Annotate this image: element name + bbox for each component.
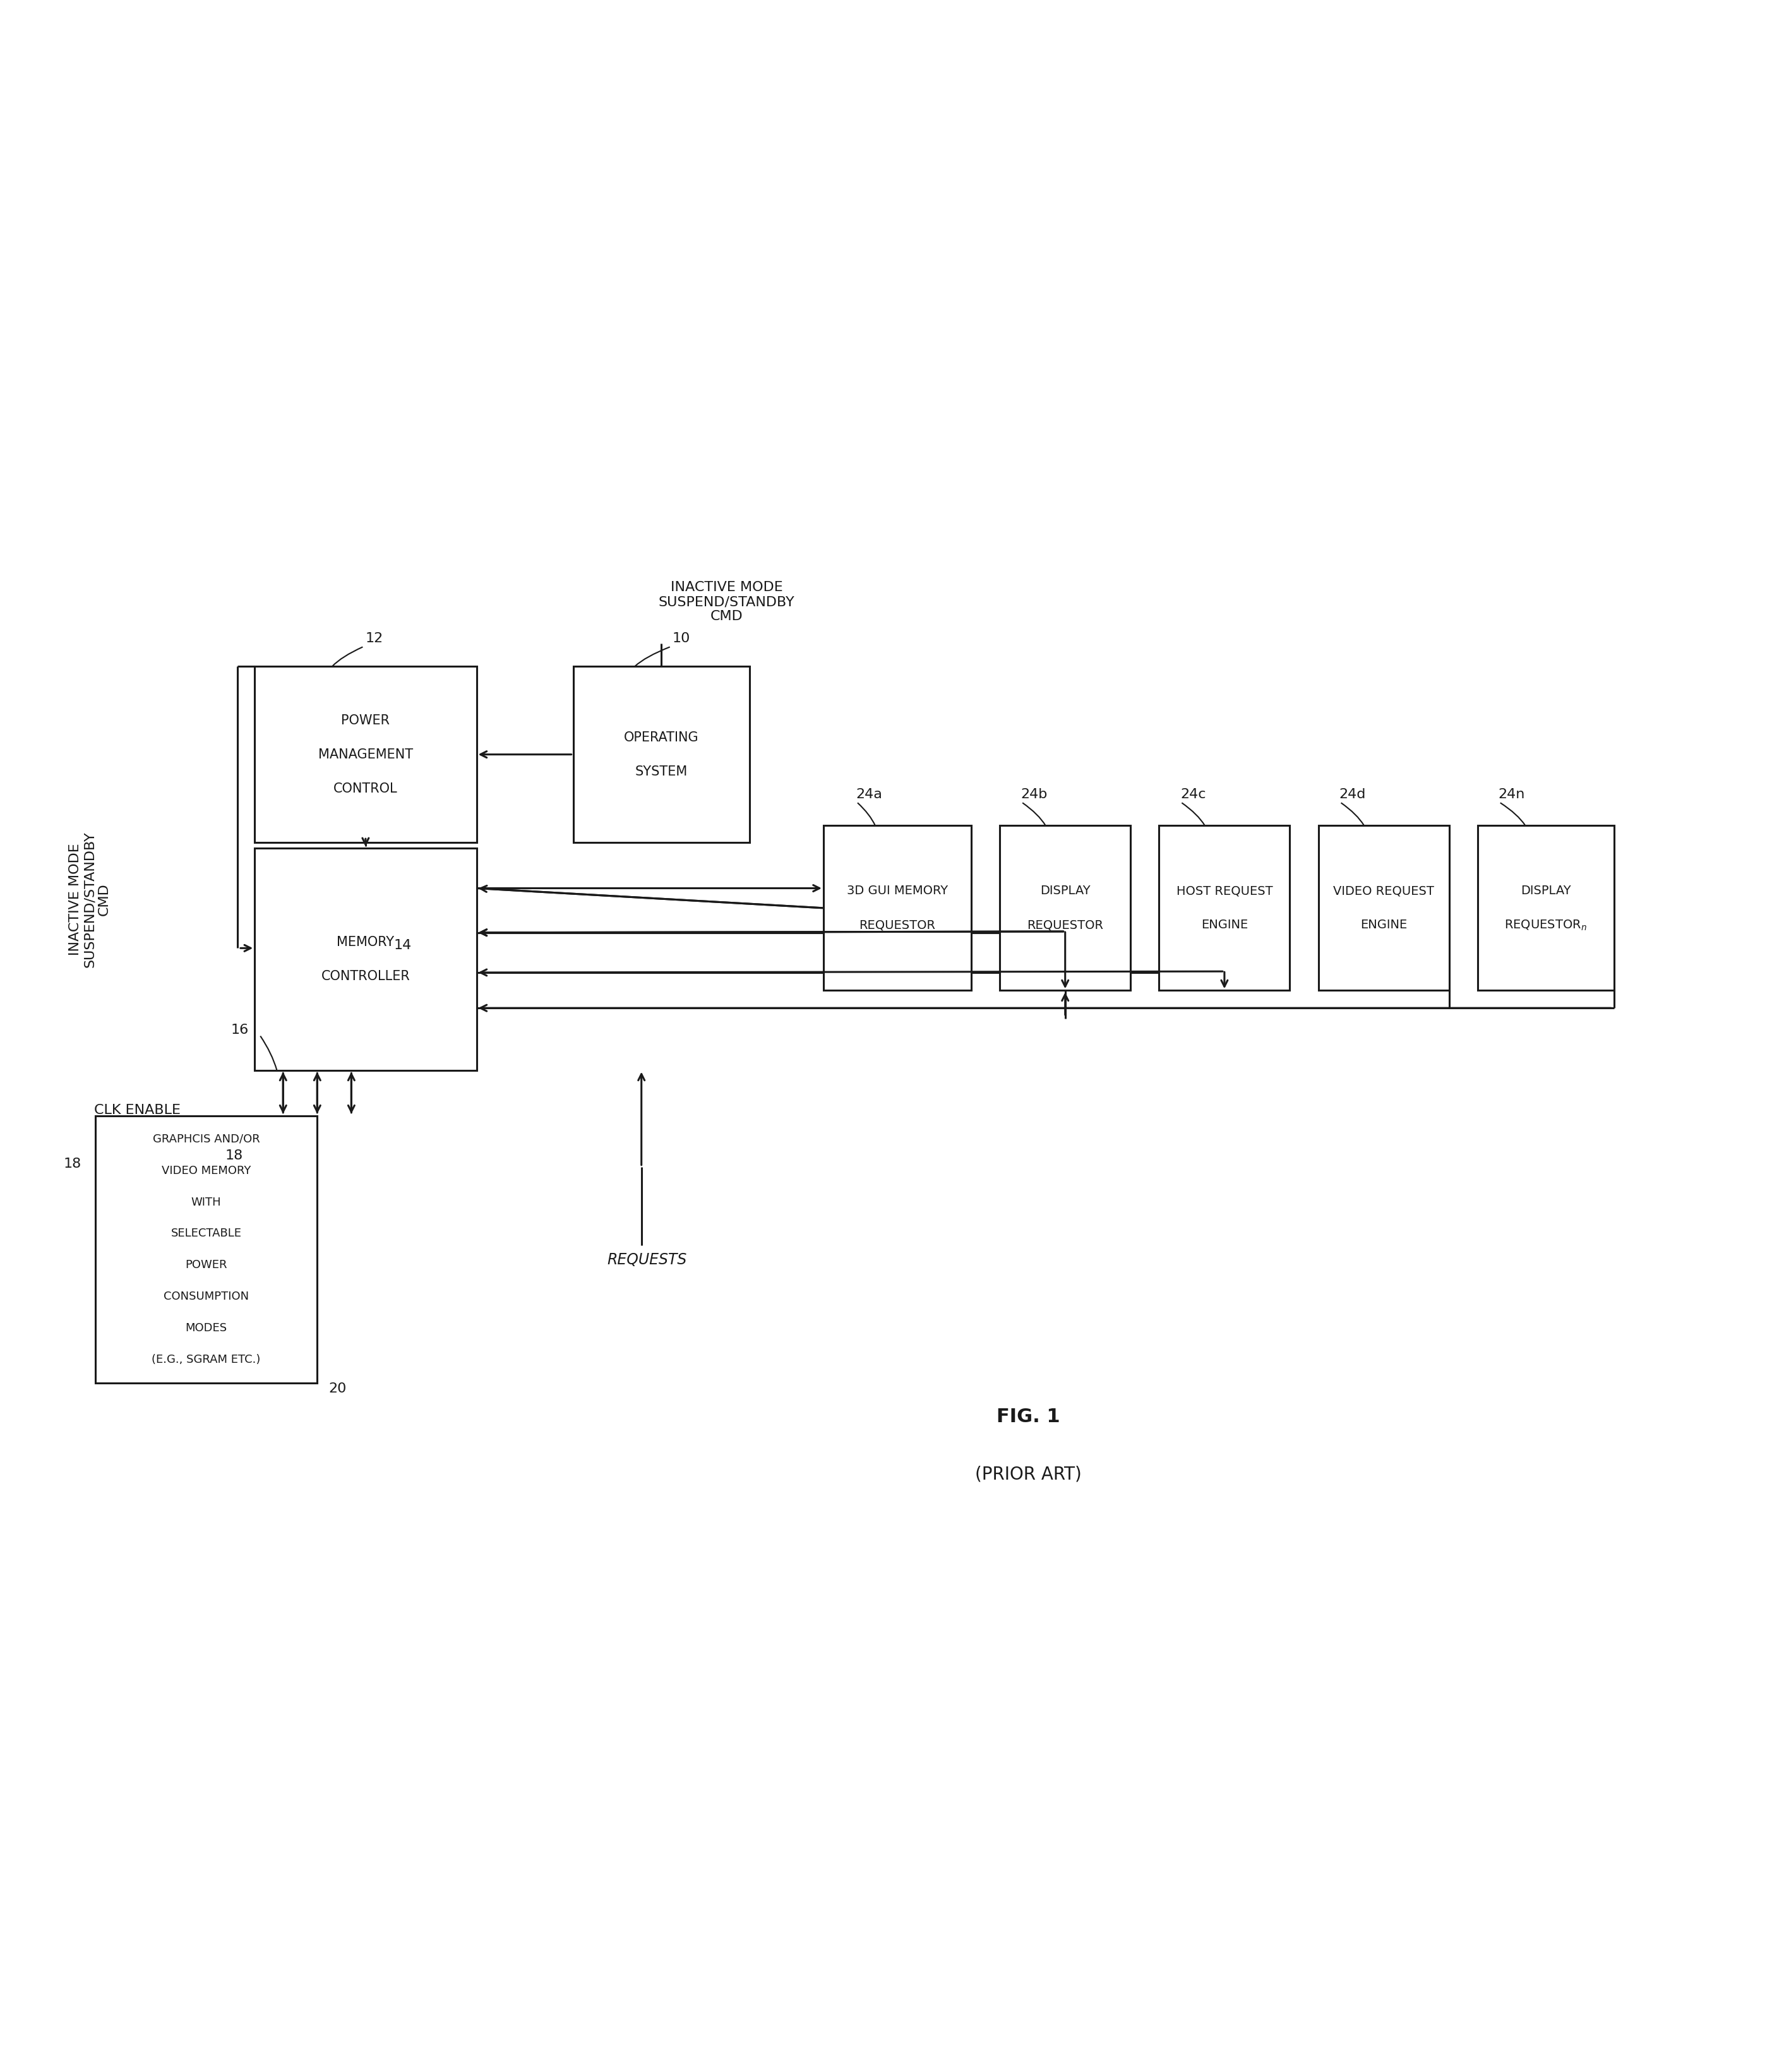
- Text: REQUESTOR$_n$: REQUESTOR$_n$: [1504, 918, 1588, 932]
- Bar: [1159, 825, 1290, 990]
- Text: POWER: POWER: [342, 715, 390, 727]
- Text: VIDEO REQUEST: VIDEO REQUEST: [1333, 885, 1434, 897]
- Text: DISPLAY: DISPLAY: [1040, 885, 1090, 897]
- Text: 24n: 24n: [1499, 787, 1526, 800]
- Text: CLK ENABLE: CLK ENABLE: [94, 1104, 181, 1117]
- Text: FIG. 1: FIG. 1: [996, 1409, 1060, 1426]
- Text: MODES: MODES: [186, 1322, 227, 1334]
- Text: CONTROL: CONTROL: [333, 783, 397, 796]
- Text: INACTIVE MODE
SUSPEND/STANDBY
CMD: INACTIVE MODE SUSPEND/STANDBY CMD: [659, 580, 796, 624]
- Text: 24a: 24a: [856, 787, 882, 800]
- Text: WITH: WITH: [191, 1196, 222, 1208]
- Text: ENGINE: ENGINE: [1201, 920, 1247, 930]
- Text: 24c: 24c: [1180, 787, 1207, 800]
- Text: REQUESTOR: REQUESTOR: [859, 920, 936, 930]
- Text: (PRIOR ART): (PRIOR ART): [975, 1465, 1081, 1484]
- Text: REQUESTS: REQUESTS: [608, 1251, 688, 1268]
- Bar: [824, 825, 971, 990]
- Text: 24d: 24d: [1340, 787, 1366, 800]
- Bar: [572, 667, 750, 843]
- Text: ENGINE: ENGINE: [1361, 920, 1407, 930]
- Text: POWER: POWER: [186, 1260, 227, 1270]
- Text: INACTIVE MODE
SUSPEND/STANDBY
CMD: INACTIVE MODE SUSPEND/STANDBY CMD: [69, 831, 110, 968]
- Text: 20: 20: [328, 1382, 347, 1394]
- Bar: [1318, 825, 1449, 990]
- Text: 14: 14: [393, 939, 411, 951]
- Bar: [255, 667, 477, 843]
- Text: 3D GUI MEMORY: 3D GUI MEMORY: [847, 885, 948, 897]
- Text: (E.G., SGRAM ETC.): (E.G., SGRAM ETC.): [152, 1353, 260, 1365]
- Text: GRAPHCIS AND/OR: GRAPHCIS AND/OR: [152, 1133, 260, 1146]
- Text: MANAGEMENT: MANAGEMENT: [319, 748, 413, 760]
- Text: OPERATING: OPERATING: [624, 731, 698, 744]
- Text: MEMORY: MEMORY: [337, 937, 395, 949]
- Text: SELECTABLE: SELECTABLE: [170, 1229, 241, 1239]
- Bar: [255, 847, 477, 1069]
- Text: HOST REQUEST: HOST REQUEST: [1177, 885, 1272, 897]
- Text: CONTROLLER: CONTROLLER: [321, 970, 409, 982]
- Bar: [1478, 825, 1614, 990]
- Text: DISPLAY: DISPLAY: [1520, 885, 1572, 897]
- Text: 12: 12: [365, 632, 383, 644]
- Text: SYSTEM: SYSTEM: [634, 765, 688, 777]
- Text: CONSUMPTION: CONSUMPTION: [163, 1291, 250, 1301]
- Text: 18: 18: [225, 1150, 243, 1162]
- Bar: [999, 825, 1131, 990]
- Bar: [96, 1115, 317, 1382]
- Text: REQUESTOR: REQUESTOR: [1028, 920, 1104, 930]
- Text: 24b: 24b: [1021, 787, 1047, 800]
- Text: 10: 10: [672, 632, 691, 644]
- Text: 16: 16: [230, 1024, 248, 1036]
- Text: VIDEO MEMORY: VIDEO MEMORY: [161, 1164, 252, 1177]
- Text: 18: 18: [64, 1158, 82, 1171]
